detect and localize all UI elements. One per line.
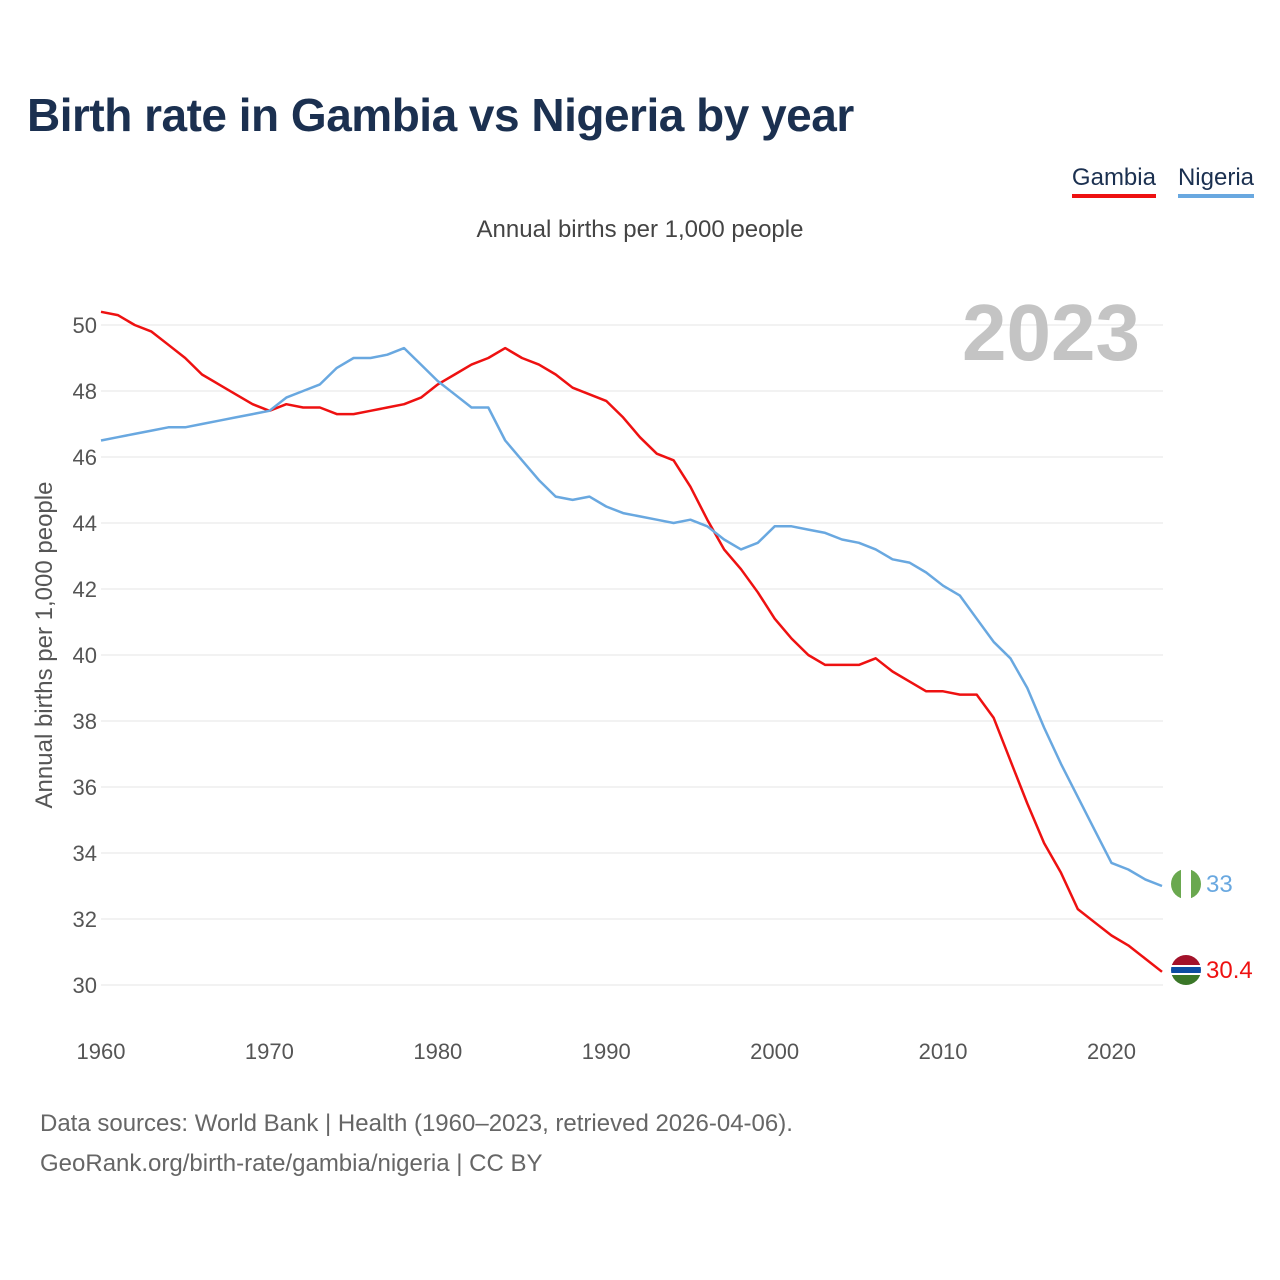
legend-item-gambia[interactable]: Gambia xyxy=(1071,164,1156,198)
y-tick-label: 46 xyxy=(73,445,97,470)
y-tick-label: 32 xyxy=(73,907,97,932)
x-tick-label: 1990 xyxy=(582,1039,631,1064)
current-year-label: 2023 xyxy=(962,288,1140,377)
y-tick-label: 44 xyxy=(73,511,97,536)
footer-credit: GeoRank.org/birth-rate/gambia/nigeria | … xyxy=(40,1150,543,1177)
y-axis-label: Annual births per 1,000 people xyxy=(31,482,58,809)
x-tick-label: 1970 xyxy=(245,1039,294,1064)
y-tick-label: 50 xyxy=(73,313,97,338)
y-axis-ticks: 30 32 34 36 38 40 42 44 46 48 50 xyxy=(73,313,97,998)
footer-sources: Data sources: World Bank | Health (1960–… xyxy=(40,1110,793,1137)
y-tick-label: 36 xyxy=(73,775,97,800)
series-line-gambia[interactable] xyxy=(100,310,1163,973)
legend-item-nigeria[interactable]: Nigeria xyxy=(1177,164,1254,198)
y-tick-label: 38 xyxy=(73,709,97,734)
chart-subtitle: Annual births per 1,000 people xyxy=(476,216,804,243)
x-axis-ticks: 1960 1970 1980 1990 2000 2010 2020 xyxy=(77,1039,1136,1064)
end-label-nigeria: 33 xyxy=(1206,871,1233,898)
x-tick-label: 1960 xyxy=(77,1039,126,1064)
x-tick-label: 2020 xyxy=(1087,1039,1136,1064)
nigeria-flag-icon xyxy=(1171,869,1201,899)
y-tick-label: 30 xyxy=(73,973,97,998)
y-tick-label: 48 xyxy=(73,379,97,404)
x-tick-label: 2010 xyxy=(919,1039,968,1064)
footer: Data sources: World Bank | Health (1960–… xyxy=(40,1104,793,1184)
series-line-nigeria[interactable] xyxy=(100,346,1163,888)
x-tick-label: 1980 xyxy=(413,1039,462,1064)
legend: Gambia Nigeria xyxy=(1071,164,1254,198)
end-label-gambia: 30.4 xyxy=(1206,957,1253,984)
series-lines xyxy=(100,310,1163,973)
x-tick-label: 2000 xyxy=(750,1039,799,1064)
y-tick-label: 40 xyxy=(73,643,97,668)
y-tick-label: 42 xyxy=(73,577,97,602)
gridlines xyxy=(101,324,1163,986)
y-tick-label: 34 xyxy=(73,841,97,866)
chart-title: Birth rate in Gambia vs Nigeria by year xyxy=(27,89,854,141)
gambia-flag-icon xyxy=(1171,955,1201,985)
